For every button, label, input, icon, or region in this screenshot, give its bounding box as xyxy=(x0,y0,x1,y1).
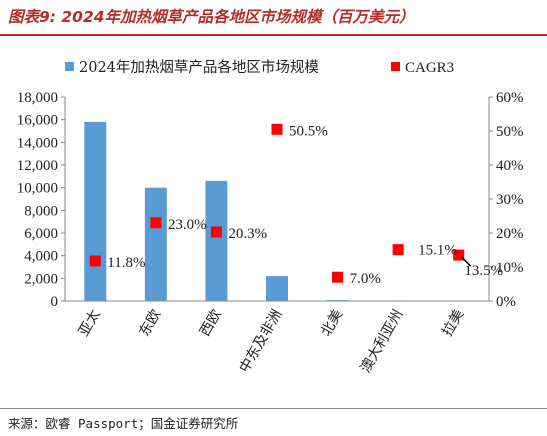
right-tick-label: 20% xyxy=(496,226,524,242)
data-label: 23.0% xyxy=(168,217,207,233)
source-divider xyxy=(0,408,547,409)
left-tick-label: 16,000 xyxy=(17,113,58,129)
category-label: 澳大利亚州 xyxy=(358,307,407,376)
category-label: 北美 xyxy=(318,307,346,339)
right-tick-label: 10% xyxy=(496,260,524,276)
left-tick-label: 10,000 xyxy=(17,181,58,197)
legend-swatch-cagr xyxy=(391,62,400,71)
data-label: 13.5% xyxy=(464,263,503,279)
left-tick-label: 18,000 xyxy=(17,90,58,106)
data-label: 50.5% xyxy=(289,123,328,139)
left-tick-label: 2,000 xyxy=(24,271,58,287)
cagr-point xyxy=(271,123,283,135)
cagr-point xyxy=(453,249,465,261)
right-tick-label: 40% xyxy=(496,158,524,174)
cagr-point xyxy=(210,226,222,238)
category-label: 东欧 xyxy=(136,307,164,339)
cagr-point xyxy=(89,255,101,267)
title-divider xyxy=(0,34,547,36)
bar xyxy=(144,187,167,301)
source-note: 来源：欧睿 Passport；国金证券研究所 xyxy=(8,416,239,431)
data-label: 20.3% xyxy=(228,226,267,242)
left-tick-label: 8,000 xyxy=(24,203,58,219)
right-tick-label: 0% xyxy=(496,294,516,310)
legend-label-bar: 2024年加热烟草产品各地区市场规模 xyxy=(79,59,319,76)
right-tick-label: 30% xyxy=(496,192,524,208)
bar xyxy=(205,180,228,301)
category-label: 西欧 xyxy=(197,307,225,339)
cagr-point xyxy=(332,271,344,283)
data-label: 7.0% xyxy=(350,271,381,287)
left-tick-label: 14,000 xyxy=(17,135,58,151)
chart-canvas: 2024年加热烟草产品各地区市场规模 CAGR3 0 2,000 4,000 6,000 8… xyxy=(17,59,524,376)
figure-title: 图表9: 2024年加热烟草产品各地区市场规模（百万美元） xyxy=(8,8,415,26)
left-tick-label: 12,000 xyxy=(17,158,58,174)
category-label: 拉美 xyxy=(439,307,467,339)
right-tick-label: 60% xyxy=(496,90,524,106)
bar xyxy=(266,276,288,301)
left-tick-label: 4,000 xyxy=(24,249,58,265)
legend-label-cagr: CAGR3 xyxy=(405,60,454,76)
legend-swatch-bar xyxy=(65,62,74,71)
cagr-point xyxy=(392,244,404,256)
bar xyxy=(84,121,107,301)
data-label: 15.1% xyxy=(418,243,457,259)
right-tick-label: 50% xyxy=(496,124,524,140)
left-tick-label: 6,000 xyxy=(24,226,58,242)
left-tick-label: 0 xyxy=(51,294,59,310)
category-label: 中东及非洲 xyxy=(237,307,286,376)
cagr-point xyxy=(150,217,162,229)
data-label-leader xyxy=(461,256,472,267)
data-label: 11.8% xyxy=(107,255,145,271)
category-label: 亚太 xyxy=(76,307,104,339)
